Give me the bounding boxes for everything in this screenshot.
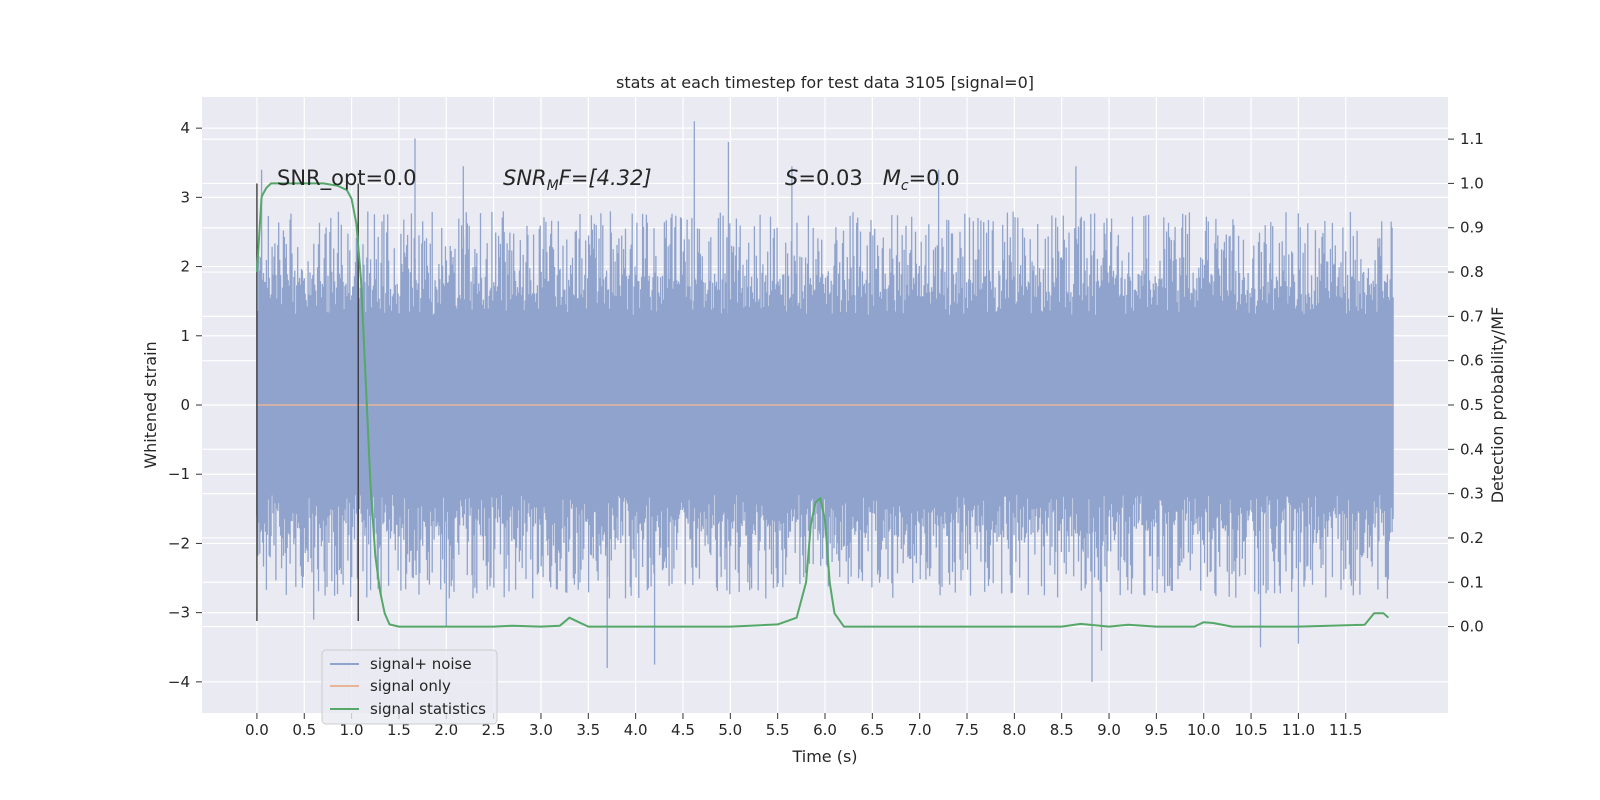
- y-right-tick-label: 0.9: [1460, 219, 1484, 237]
- x-tick-label: 10.5: [1234, 721, 1267, 739]
- statistics-line: [255, 182, 1390, 628]
- annotation-s-mc: S=0.03 Mc=0.0: [785, 166, 960, 194]
- x-tick-label: 8.5: [1050, 721, 1074, 739]
- x-tick-label: 2.5: [482, 721, 506, 739]
- annotation-snr-mf-sub: M: [547, 178, 559, 194]
- x-tick-label: 10.0: [1187, 721, 1220, 739]
- x-tick-label: 7.0: [908, 721, 932, 739]
- y-right-tick-label: 0.5: [1460, 396, 1484, 414]
- y-right-tick-label: 0.6: [1460, 352, 1484, 370]
- x-tick-label: 9.5: [1144, 721, 1168, 739]
- x-tick-label: 1.5: [387, 721, 411, 739]
- x-tick-label: 8.0: [1002, 721, 1026, 739]
- y-right-tick-label: 0.1: [1460, 573, 1484, 591]
- annotation-mc-value: =0.0: [909, 166, 960, 190]
- x-tick-label: 2.0: [434, 721, 458, 739]
- chart-title: stats at each timestep for test data 310…: [616, 73, 1034, 92]
- x-tick-label: 3.5: [576, 721, 600, 739]
- y-tick-label: −1: [168, 465, 190, 483]
- y-tick-label: 2: [180, 258, 190, 276]
- y-tick-label: −3: [168, 604, 190, 622]
- legend-label-noise: signal+ noise: [370, 655, 472, 673]
- legend-box: [321, 649, 498, 725]
- x-tick-label: 5.5: [766, 721, 790, 739]
- y-right-tick-label: 0.8: [1460, 263, 1484, 281]
- y-axis-label: Whitened strain: [141, 341, 160, 468]
- x-tick-label: 11.0: [1282, 721, 1315, 739]
- x-tick-label: 0.0: [245, 721, 269, 739]
- annotation-mc-sub: c: [901, 178, 909, 194]
- annotation-mc-symbol: M: [883, 166, 901, 190]
- y-tick-label: −2: [168, 534, 190, 552]
- annotation-s-symbol: S: [785, 166, 798, 190]
- annotation-s-value: =0.03: [798, 166, 882, 190]
- y-tick-label: −4: [168, 673, 190, 691]
- x-tick-label: 0.5: [292, 721, 316, 739]
- y-right-tick-label: 0.7: [1460, 307, 1484, 325]
- x-tick-label: 9.0: [1097, 721, 1121, 739]
- x-tick-label: 4.5: [671, 721, 695, 739]
- legend: signal+ noise signal only signal statist…: [321, 649, 498, 725]
- x-tick-label: 6.0: [813, 721, 837, 739]
- signal-statistics-series: [255, 182, 1390, 628]
- y-tick-label: 4: [180, 119, 190, 137]
- legend-label-statistics: signal statistics: [370, 700, 486, 718]
- y-right-tick-label: 1.0: [1460, 174, 1484, 192]
- annotation-snr-opt: SNR_opt=0.0: [277, 166, 417, 191]
- y-right-axis-label: Detection probability/MF: [1488, 307, 1507, 504]
- x-axis-label: Time (s): [791, 747, 857, 766]
- x-tick-label: 4.0: [624, 721, 648, 739]
- y-tick-label: 3: [180, 188, 190, 206]
- y-right-tick-label: 0.3: [1460, 485, 1484, 503]
- y-right-tick-label: 0.2: [1460, 529, 1484, 547]
- x-tick-label: 7.5: [955, 721, 979, 739]
- x-tick-label: 3.0: [529, 721, 553, 739]
- annotation-snr-mf-main: SNR: [503, 166, 547, 190]
- y-right-tick-label: 0.0: [1460, 618, 1484, 636]
- y-right-tick-label: 0.4: [1460, 440, 1484, 458]
- y-tick-label: 0: [180, 396, 190, 414]
- x-tick-label: 6.5: [860, 721, 884, 739]
- x-tick-label: 5.0: [718, 721, 742, 739]
- x-tick-label: 11.5: [1329, 721, 1362, 739]
- annotation-snr-mf-f: F=[4.32]: [559, 166, 652, 190]
- y-tick-label: 1: [180, 327, 190, 345]
- x-tick-label: 1.0: [340, 721, 364, 739]
- tick-labels: 0.0 0.5 1.0 1.5 2.0 2.5 3.0 3.5 4.0 4.5 5.0 5.5 6.0 6…: [168, 119, 1484, 739]
- annotation-snr-mf: SNRMF=[4.32]: [503, 166, 652, 194]
- legend-label-signal-only: signal only: [370, 677, 451, 695]
- y-right-tick-label: 1.1: [1460, 130, 1484, 148]
